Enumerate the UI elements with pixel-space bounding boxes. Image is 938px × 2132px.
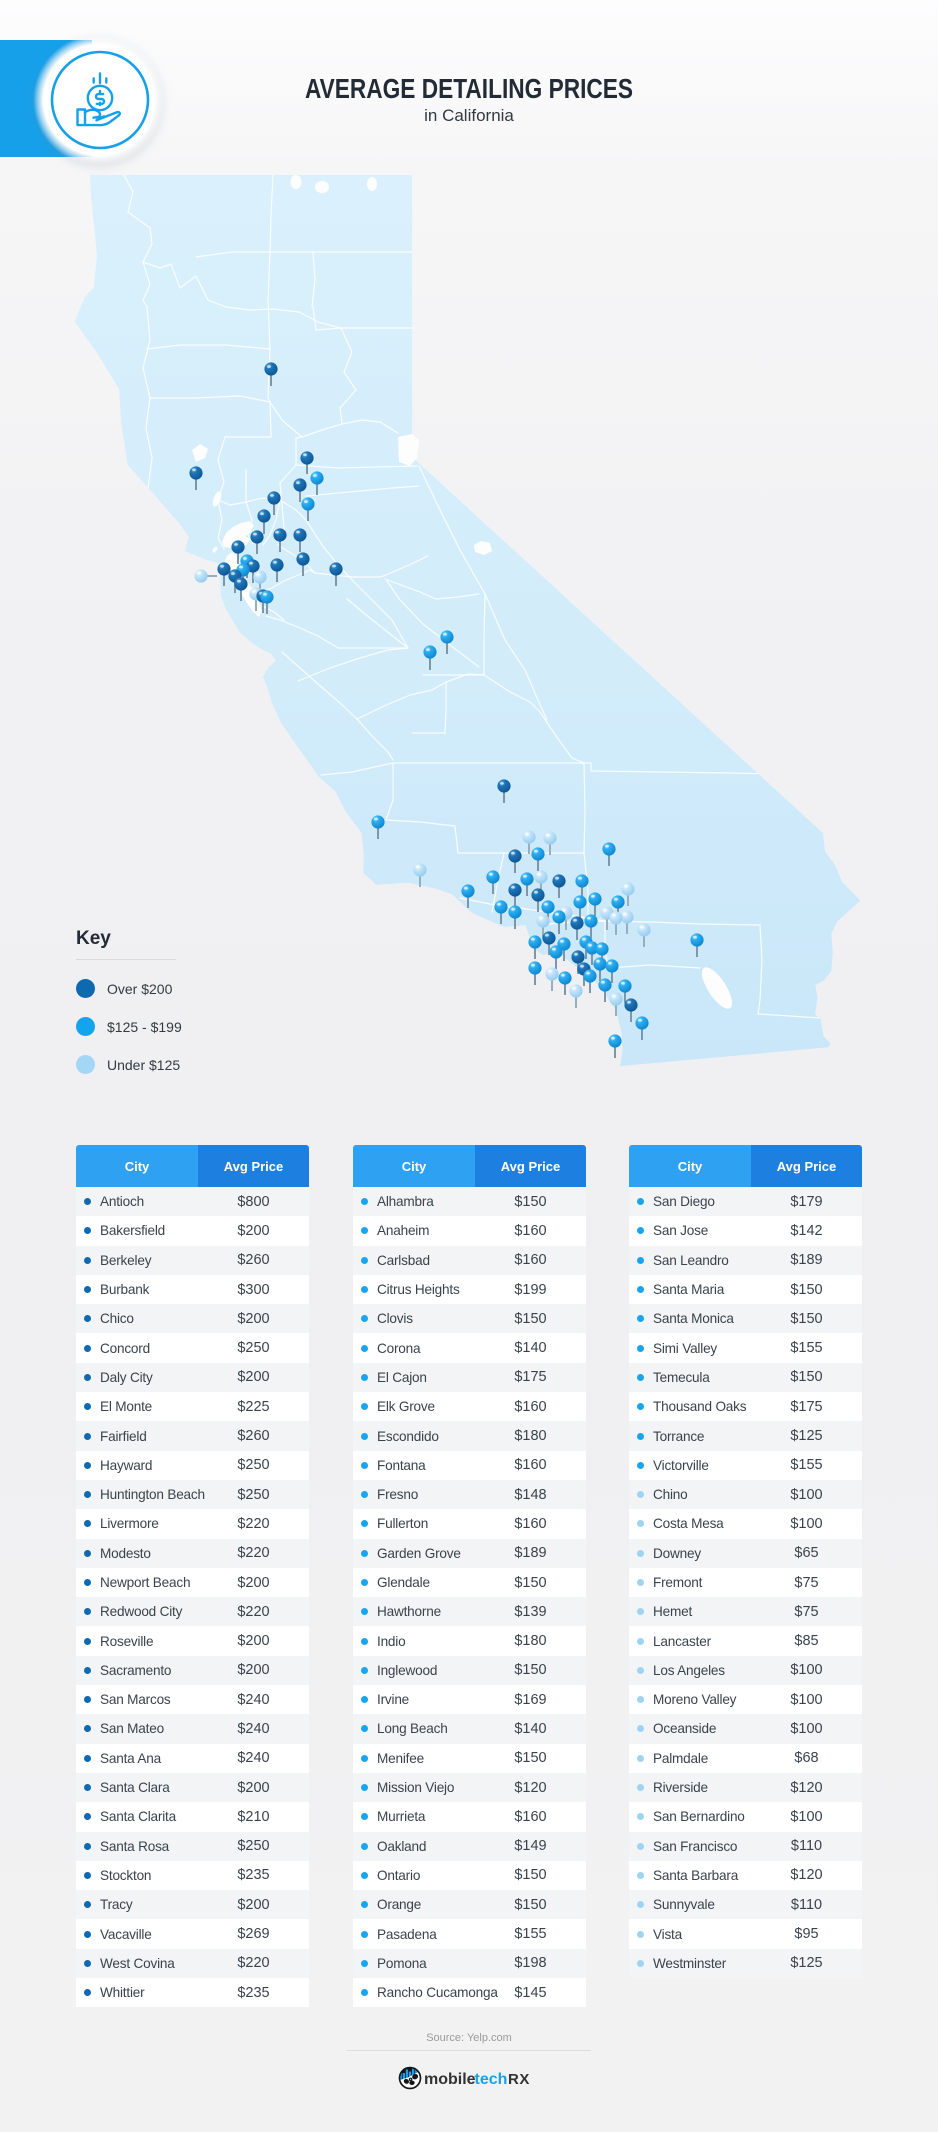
svg-text:mobile: mobile bbox=[424, 2071, 476, 2088]
svg-text:tech: tech bbox=[475, 2071, 508, 2088]
svg-text:RX: RX bbox=[508, 2071, 530, 2088]
